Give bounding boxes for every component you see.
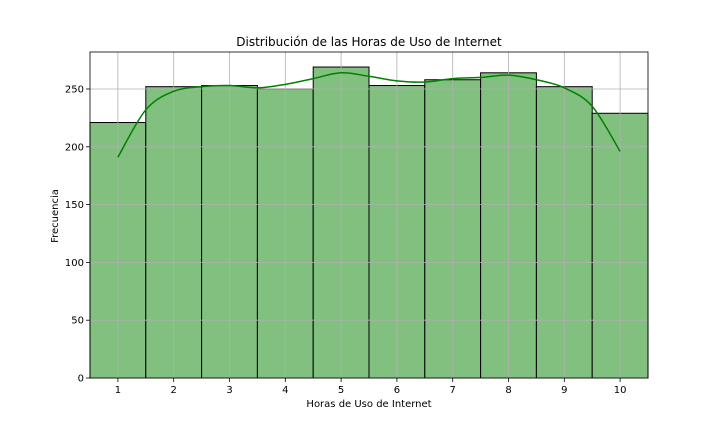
x-tick-label: 7 (450, 385, 456, 396)
x-tick-label: 3 (226, 385, 232, 396)
y-tick-label: 250 (65, 84, 84, 95)
chart-title: Distribución de las Horas de Uso de Inte… (236, 35, 502, 49)
y-tick-label: 100 (65, 258, 84, 269)
y-tick-label: 50 (71, 316, 84, 327)
y-tick-label: 0 (78, 374, 84, 385)
kde-curve-layer (117, 72, 621, 158)
kde-line (117, 72, 621, 158)
x-tick-label: 4 (282, 385, 288, 396)
x-tick-label: 6 (394, 385, 400, 396)
plot-frame (89, 51, 649, 379)
x-tick-label: 9 (561, 385, 567, 396)
x-tick-label: 2 (171, 385, 177, 396)
x-axis-ticks: 1 2 3 4 5 6 7 8 9 10 (115, 378, 627, 396)
y-axis-ticks: 0 50 100 150 200 250 (65, 84, 90, 385)
y-axis-label: Frecuencia (50, 189, 61, 243)
x-tick-label: 8 (505, 385, 511, 396)
y-tick-label: 150 (65, 200, 84, 211)
x-tick-label: 1 (115, 385, 121, 396)
x-tick-label: 10 (614, 385, 627, 396)
x-tick-label: 5 (338, 385, 344, 396)
y-tick-label: 200 (65, 142, 84, 153)
x-axis-label: Horas de Uso de Internet (306, 399, 431, 410)
